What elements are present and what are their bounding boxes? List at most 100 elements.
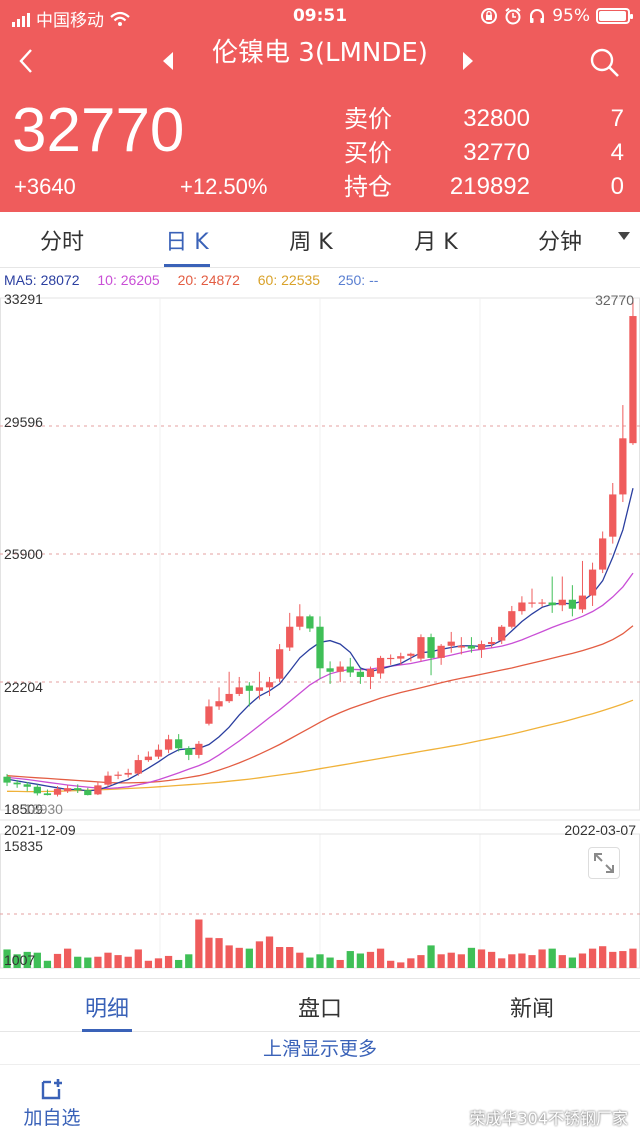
- ma60-label: 60: 22535: [257, 272, 321, 288]
- volume-bar: [568, 957, 577, 968]
- candle-body: [225, 693, 233, 702]
- bid-qty: 4: [610, 139, 624, 166]
- volume-bar: [13, 954, 21, 968]
- signal-icon: [12, 11, 30, 27]
- volume-bar: [346, 951, 354, 968]
- open-interest-qty: 0: [610, 173, 624, 200]
- volume-bar: [366, 951, 375, 968]
- volume-axis-max: 15835: [4, 838, 43, 854]
- candle-body: [467, 645, 476, 649]
- period-tabs: 分时 日 K 周 K 月 K 分钟: [0, 212, 640, 268]
- triangle-right-icon: [463, 52, 473, 70]
- candle-body: [286, 626, 294, 648]
- volume-bar: [629, 948, 637, 968]
- fullscreen-button[interactable]: [588, 847, 620, 879]
- volume-bar: [619, 951, 627, 968]
- tab-intraday[interactable]: 分时: [39, 230, 84, 255]
- open-interest-label: 持仓: [344, 173, 392, 201]
- candle-body: [43, 793, 52, 796]
- candle-body: [457, 645, 465, 648]
- volume-bar: [43, 960, 52, 968]
- contract-title: 伦镍电 3(LMNDE): [212, 38, 428, 68]
- candle-body: [548, 602, 556, 606]
- tab-monthly-k[interactable]: 月 K: [414, 230, 458, 255]
- volume-bar: [487, 951, 496, 968]
- add-favorite-button[interactable]: 加自选: [12, 1073, 92, 1133]
- quote-header: 中国移动 09:51 95% 伦镍电 3(LMNDE) 32770 +3640 …: [0, 0, 640, 212]
- low-price-marker: 18930: [24, 801, 63, 817]
- volume-bar: [467, 947, 476, 968]
- candle-body: [275, 649, 284, 679]
- candle-body: [568, 599, 577, 609]
- back-button[interactable]: [10, 44, 44, 78]
- volume-bar: [3, 949, 11, 968]
- slide-up-hint[interactable]: 上滑显示更多: [262, 1038, 377, 1060]
- candle-body: [306, 616, 314, 629]
- volume-bar: [296, 952, 304, 968]
- volume-bar: [397, 962, 405, 968]
- volume-bar: [255, 941, 264, 968]
- next-contract-button[interactable]: [454, 44, 482, 78]
- volume-bar: [447, 952, 455, 968]
- candle-body: [13, 782, 21, 785]
- status-time: 09:51: [292, 6, 348, 26]
- candle-body: [528, 602, 536, 604]
- candle-body: [376, 657, 385, 674]
- volume-bar: [609, 951, 617, 968]
- price-change: +3640: [14, 174, 76, 199]
- search-icon[interactable]: [588, 46, 622, 80]
- volume-bar: [356, 953, 365, 968]
- volume-bar: [498, 958, 506, 968]
- tab-order-book[interactable]: 盘口: [297, 997, 342, 1022]
- battery-icon: [596, 8, 633, 24]
- kline-chart[interactable]: [0, 288, 640, 976]
- volume-bar: [477, 949, 486, 968]
- volume-bar: [417, 955, 425, 968]
- volume-bar: [306, 957, 314, 968]
- y-axis-label-min: 18509: [4, 801, 43, 817]
- tab-news[interactable]: 新闻: [509, 997, 554, 1022]
- tab-weekly-k[interactable]: 周 K: [289, 230, 333, 255]
- watermark-text: 荣成华304不锈钢厂家: [469, 1109, 628, 1128]
- candle-body: [619, 438, 627, 495]
- candle-body: [407, 653, 415, 656]
- candle-body: [124, 772, 132, 775]
- add-favorite-icon: [41, 1079, 62, 1100]
- volume-bar: [336, 959, 344, 968]
- candle-body: [427, 637, 435, 658]
- volume-bar: [518, 953, 526, 968]
- candle-body: [195, 743, 203, 755]
- volume-bar: [215, 938, 223, 968]
- candle-body: [144, 756, 153, 761]
- candle-body: [629, 316, 637, 444]
- volume-bar: [508, 954, 516, 968]
- candle-body: [487, 641, 496, 645]
- caret-down-icon[interactable]: [618, 232, 630, 240]
- volume-bar: [387, 960, 395, 968]
- volume-bar: [225, 945, 233, 968]
- wifi-icon: [110, 11, 130, 26]
- tab-daily-k[interactable]: 日 K: [165, 230, 209, 255]
- candle-body: [185, 748, 193, 755]
- candle-body: [74, 788, 82, 791]
- volume-bar: [376, 948, 385, 968]
- tab-details[interactable]: 明细: [84, 997, 129, 1022]
- candle-body: [154, 749, 163, 757]
- alarm-icon: [505, 7, 521, 25]
- candle-body: [33, 786, 41, 794]
- candle-body: [164, 739, 173, 750]
- tab-minute[interactable]: 分钟: [537, 230, 582, 255]
- candle-body: [255, 687, 264, 691]
- ma60-line: [6, 699, 634, 793]
- volume-bar: [134, 949, 142, 968]
- candle-body: [265, 682, 274, 688]
- volume-bar: [235, 947, 243, 968]
- prev-contract-button[interactable]: [154, 44, 182, 78]
- volume-bar: [265, 936, 274, 968]
- candle-body: [588, 569, 597, 596]
- candle-body: [498, 626, 506, 641]
- ma-legend: MA5: 28072 10: 26205 20: 24872 60: 22535…: [4, 272, 392, 288]
- candle-body: [417, 637, 425, 659]
- volume-bar: [164, 955, 173, 968]
- ask-row: 卖价 32800 7: [340, 102, 626, 136]
